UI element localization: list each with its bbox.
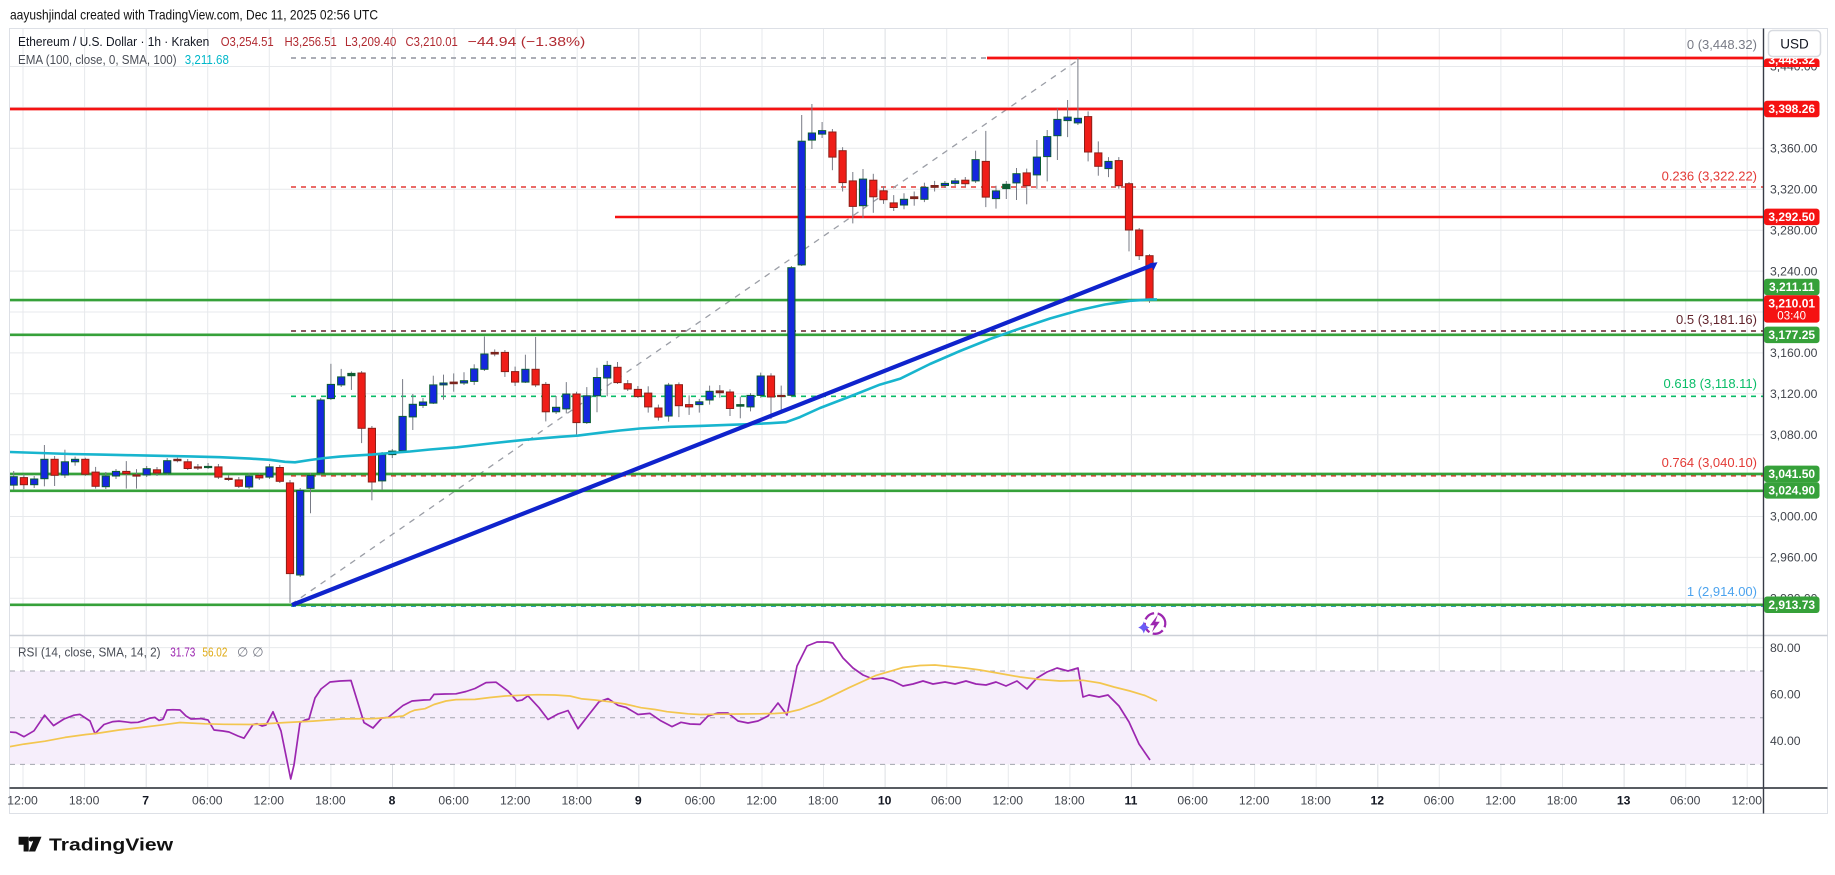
svg-text:3,177.25: 3,177.25 [1768, 328, 1815, 342]
svg-text:3,292.50: 3,292.50 [1768, 210, 1815, 224]
svg-text:3,211.11: 3,211.11 [1769, 280, 1815, 294]
svg-text:3,080.00: 3,080.00 [1770, 428, 1818, 442]
svg-text:18:00: 18:00 [1300, 794, 1331, 808]
svg-text:18:00: 18:00 [1054, 794, 1085, 808]
svg-text:3,360.00: 3,360.00 [1770, 142, 1818, 156]
svg-text:12:00: 12:00 [254, 794, 285, 808]
svg-text:0.236 (3,322.22): 0.236 (3,322.22) [1662, 169, 1757, 184]
svg-text:3,240.00: 3,240.00 [1770, 264, 1818, 278]
svg-text:TradingView: TradingView [49, 835, 173, 855]
svg-text:06:00: 06:00 [1424, 794, 1455, 808]
svg-text:10: 10 [878, 794, 892, 808]
svg-text:3,320.00: 3,320.00 [1770, 183, 1818, 197]
svg-text:06:00: 06:00 [438, 794, 469, 808]
svg-text:12:00: 12:00 [1485, 794, 1516, 808]
svg-text:03:40: 03:40 [1777, 310, 1806, 322]
svg-text:2,960.00: 2,960.00 [1770, 551, 1818, 565]
svg-text:80.00: 80.00 [1770, 641, 1801, 655]
svg-text:3,398.26: 3,398.26 [1768, 102, 1815, 116]
svg-text:1 (2,914.00): 1 (2,914.00) [1687, 584, 1757, 599]
svg-text:06:00: 06:00 [685, 794, 716, 808]
svg-text:3,448.32: 3,448.32 [1768, 53, 1815, 67]
svg-text:0.618 (3,118.11): 0.618 (3,118.11) [1664, 376, 1757, 391]
svg-text:7: 7 [142, 794, 149, 808]
svg-text:0.5 (3,181.16): 0.5 (3,181.16) [1676, 312, 1757, 327]
svg-text:0.764 (3,040.10): 0.764 (3,040.10) [1662, 455, 1757, 470]
svg-text:3,120.00: 3,120.00 [1770, 387, 1818, 401]
svg-text:12:00: 12:00 [7, 794, 38, 808]
svg-text:13: 13 [1617, 794, 1631, 808]
svg-text:12:00: 12:00 [1732, 794, 1763, 808]
svg-text:3,024.90: 3,024.90 [1768, 484, 1815, 498]
svg-text:06:00: 06:00 [1670, 794, 1701, 808]
svg-text:18:00: 18:00 [561, 794, 592, 808]
svg-text:18:00: 18:00 [315, 794, 346, 808]
svg-text:18:00: 18:00 [808, 794, 839, 808]
svg-text:aayushjindal created with Trad: aayushjindal created with TradingView.co… [10, 7, 378, 23]
svg-text:18:00: 18:00 [1547, 794, 1578, 808]
svg-text:EMA (100, close, 0, SMA, 100)3: EMA (100, close, 0, SMA, 100) 3,211.68 [18, 52, 229, 67]
svg-text:12:00: 12:00 [746, 794, 777, 808]
svg-text:8: 8 [389, 794, 396, 808]
svg-text:3,210.01: 3,210.01 [1768, 296, 1815, 310]
svg-text:12:00: 12:00 [1239, 794, 1270, 808]
svg-text:06:00: 06:00 [1177, 794, 1208, 808]
svg-text:12:00: 12:00 [993, 794, 1024, 808]
svg-text:18:00: 18:00 [69, 794, 100, 808]
svg-text:3,160.00: 3,160.00 [1770, 346, 1818, 360]
svg-text:60.00: 60.00 [1770, 688, 1801, 702]
svg-text:3,280.00: 3,280.00 [1770, 223, 1818, 237]
svg-text:12:00: 12:00 [500, 794, 531, 808]
svg-text:06:00: 06:00 [192, 794, 223, 808]
svg-text:11: 11 [1125, 794, 1138, 808]
svg-text:06:00: 06:00 [931, 794, 962, 808]
svg-text:3,000.00: 3,000.00 [1770, 510, 1818, 524]
svg-text:2,913.73: 2,913.73 [1768, 598, 1815, 612]
svg-text:12: 12 [1371, 794, 1385, 808]
svg-text:Ethereum / U.S. Dollar · 1h ·: Ethereum / U.S. Dollar · 1h · Kraken O3,2… [18, 34, 585, 49]
svg-text:RSI (14, close, SMA, 14, 2)31.: RSI (14, close, SMA, 14, 2) 31.73 56.02 ∅ ∅ [18, 645, 264, 660]
svg-text:0 (3,448.32): 0 (3,448.32) [1687, 37, 1757, 52]
svg-text:40.00: 40.00 [1770, 734, 1801, 748]
svg-text:3,041.50: 3,041.50 [1768, 467, 1815, 481]
svg-text:USD: USD [1780, 37, 1809, 52]
svg-text:9: 9 [635, 794, 642, 808]
